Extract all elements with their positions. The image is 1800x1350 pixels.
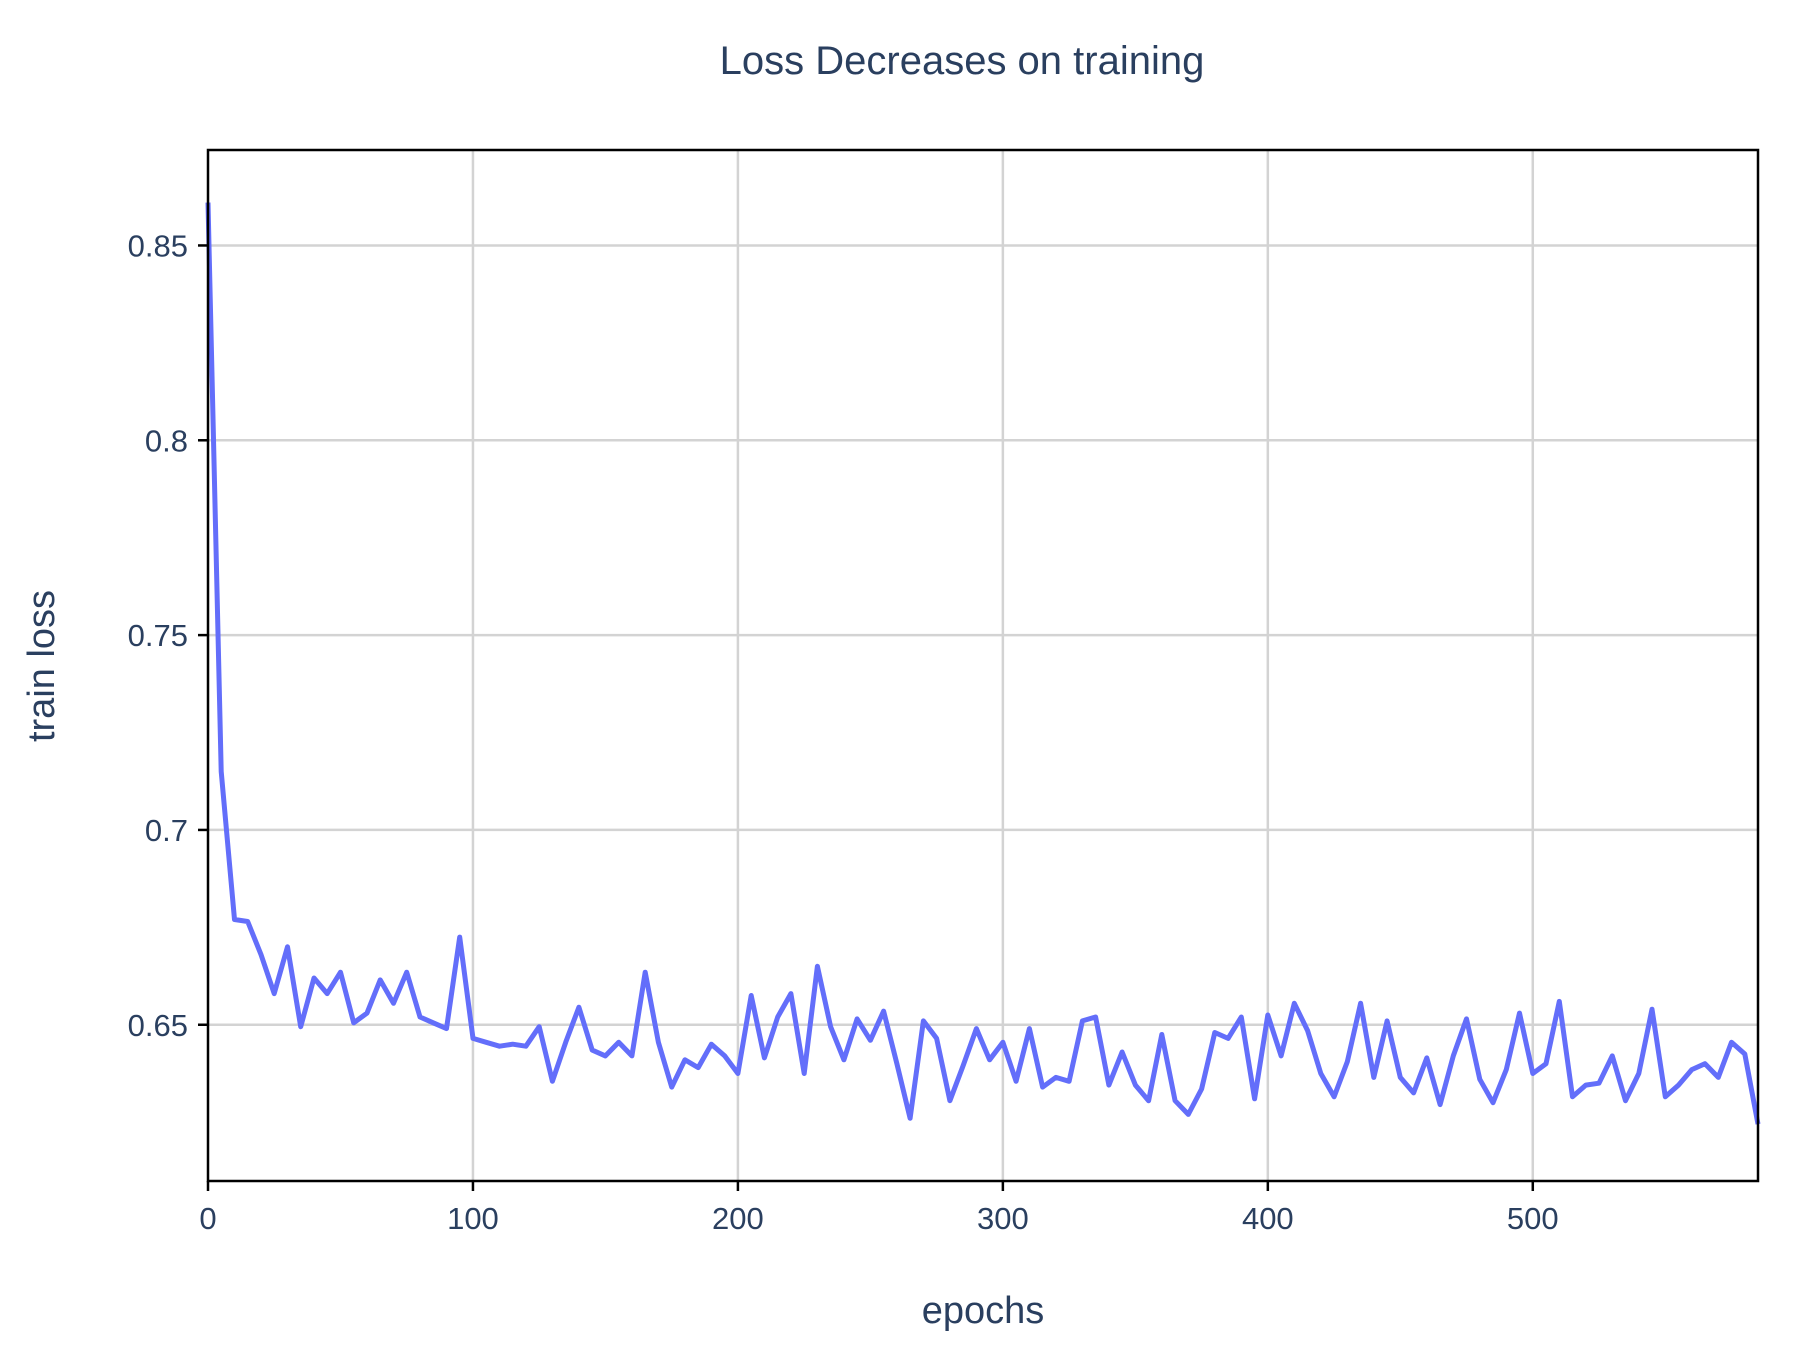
axis-ticks: 0 100 200 300 400 500 0.65 0.7 0.75 0.8 0.85 [128, 228, 1559, 1236]
y-tick-label: 0.7 [145, 813, 188, 848]
x-tick-label: 0 [199, 1201, 216, 1236]
series-line-0 [205, 202, 1761, 1125]
grid-lines [208, 150, 1758, 1181]
x-axis-label: epochs [922, 1290, 1045, 1332]
plot-frame [206, 148, 1760, 1183]
x-tick-label: 100 [447, 1201, 499, 1236]
x-tick-label: 300 [977, 1201, 1029, 1236]
series-layer [205, 202, 1761, 1125]
x-tick-label: 200 [712, 1201, 764, 1236]
y-tick-label: 0.75 [128, 618, 188, 653]
y-tick-label: 0.8 [145, 423, 188, 458]
x-tick-label: 500 [1507, 1201, 1559, 1236]
x-tick-label: 400 [1242, 1201, 1294, 1236]
y-tick-label: 0.65 [128, 1008, 188, 1043]
chart-title: Loss Decreases on training [720, 39, 1205, 83]
y-tick-label: 0.85 [128, 228, 188, 263]
y-axis-label: train loss [21, 590, 63, 742]
